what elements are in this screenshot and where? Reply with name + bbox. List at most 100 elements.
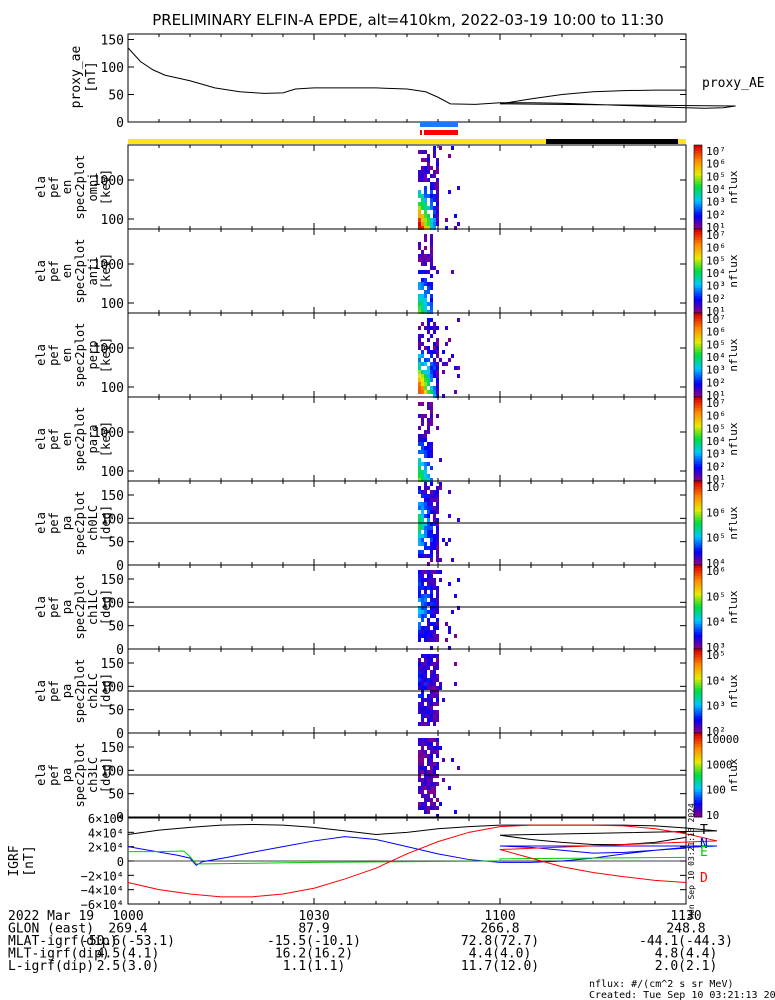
- heatmap-cell: [418, 570, 421, 574]
- heatmap-cell: [436, 774, 439, 778]
- heatmap-cell: [421, 174, 424, 178]
- colorbar-segment: [694, 775, 702, 779]
- colorbar-segment: [694, 688, 702, 692]
- heatmap-cell: [433, 182, 436, 186]
- heatmap-cell: [427, 658, 430, 662]
- spectrogram-y-tick-label: 1000: [93, 426, 124, 441]
- heatmap-cell: [424, 594, 427, 598]
- heatmap-cell: [418, 750, 421, 754]
- heatmap-cell: [424, 454, 427, 458]
- heatmap-cell: [427, 746, 430, 750]
- spectrogram-y-tick-label: 1000: [93, 342, 124, 357]
- heatmap-cell: [445, 218, 448, 222]
- heatmap-cell: [421, 370, 424, 374]
- heatmap-cell: [421, 206, 424, 210]
- heatmap-cell: [418, 638, 421, 642]
- colorbar-segment: [694, 383, 702, 387]
- heatmap-cell: [418, 742, 421, 746]
- heatmap-cell: [430, 490, 433, 494]
- heatmap-cell: [436, 362, 439, 366]
- heatmap-cell: [418, 242, 421, 246]
- heatmap-cell: [439, 746, 442, 750]
- colorbar-segment: [694, 307, 702, 311]
- footer-value: 1030: [298, 909, 329, 924]
- heatmap-cell: [436, 382, 439, 386]
- heatmap-cell: [418, 694, 421, 698]
- footer-value: 4.8(4.4): [655, 947, 718, 962]
- heatmap-cell: [430, 758, 433, 762]
- igrf-line-D: [127, 824, 718, 898]
- spectrogram-ylabel: pa: [60, 768, 74, 782]
- heatmap-cell: [421, 602, 424, 606]
- footer-value: -50.6(-53.1): [81, 934, 175, 949]
- colorbar-segment: [694, 290, 702, 294]
- colorbar-tick-label: 10³: [706, 364, 726, 377]
- heatmap-cell: [448, 190, 451, 194]
- heatmap-cell: [433, 490, 436, 494]
- colorbar-segment: [694, 761, 702, 765]
- colorbar-label: nflux: [727, 758, 740, 791]
- colorbar-segment: [694, 693, 702, 698]
- colorbar-tick-label: 10²: [706, 376, 726, 389]
- colorbar-segment: [694, 164, 702, 168]
- heatmap-cell: [421, 662, 424, 666]
- spectrogram-ylabel: pef: [47, 596, 61, 618]
- heatmap-cell: [424, 698, 427, 702]
- heatmap-cell: [433, 570, 436, 574]
- colorbar-segment: [694, 413, 702, 418]
- colorbar-segment: [694, 178, 702, 182]
- heatmap-cell: [448, 338, 451, 342]
- heatmap-cell: [421, 222, 424, 226]
- colorbar-segment: [694, 366, 702, 370]
- heatmap-cell: [421, 286, 424, 290]
- heatmap-cell: [427, 762, 430, 766]
- heatmap-cell: [430, 306, 433, 310]
- heatmap-cell: [424, 290, 427, 294]
- heatmap-cell: [430, 694, 433, 698]
- igrf-line-T: [127, 823, 718, 846]
- heatmap-cell: [427, 382, 430, 386]
- heatmap-cell: [418, 346, 421, 350]
- colorbar-label: nflux: [727, 254, 740, 287]
- heatmap-cell: [430, 442, 433, 446]
- footer-row-label: 2022 Mar 19: [8, 909, 94, 924]
- colorbar-segment: [694, 436, 702, 440]
- heatmap-cell: [418, 658, 421, 662]
- heatmap-cell: [424, 742, 427, 746]
- heatmap-cell: [454, 226, 457, 230]
- heatmap-cell: [418, 306, 421, 310]
- colorbar-segment: [694, 643, 702, 647]
- heatmap-cell: [418, 766, 421, 770]
- colorbar-segment: [694, 402, 702, 406]
- colorbar-segment: [694, 702, 702, 706]
- heatmap-cell: [418, 622, 421, 626]
- heatmap-cell: [457, 374, 460, 378]
- spectrogram-y-tick-label: 100: [101, 381, 124, 396]
- heatmap-cell: [421, 422, 424, 426]
- heatmap-cell: [430, 334, 433, 338]
- heatmap-cell: [430, 762, 433, 766]
- heatmap-cell: [427, 662, 430, 666]
- heatmap-cell: [427, 618, 430, 622]
- heatmap-cell: [427, 526, 430, 530]
- colorbar-segment: [694, 618, 702, 622]
- heatmap-cell: [427, 478, 430, 482]
- heatmap-cell: [421, 758, 424, 762]
- spectrogram-ylabel: [deg]: [99, 757, 113, 793]
- igrf-ylabel-unit: [nT]: [22, 845, 37, 876]
- colorbar-segment: [694, 495, 702, 499]
- heatmap-cell: [424, 226, 427, 230]
- colorbar-segment: [694, 341, 702, 345]
- heatmap-cell: [424, 482, 427, 486]
- heatmap-cell: [424, 298, 427, 302]
- heatmap-cell: [427, 330, 430, 334]
- spectrogram-ylabel: [keV]: [99, 253, 113, 289]
- colorbar-label: nflux: [727, 590, 740, 623]
- heatmap-cell: [436, 618, 439, 622]
- heatmap-cell: [436, 386, 439, 390]
- colorbar-segment: [694, 315, 702, 320]
- heatmap-cell: [424, 530, 427, 534]
- heatmap-cell: [430, 614, 433, 618]
- heatmap-cell: [424, 662, 427, 666]
- heatmap-cell: [421, 802, 424, 806]
